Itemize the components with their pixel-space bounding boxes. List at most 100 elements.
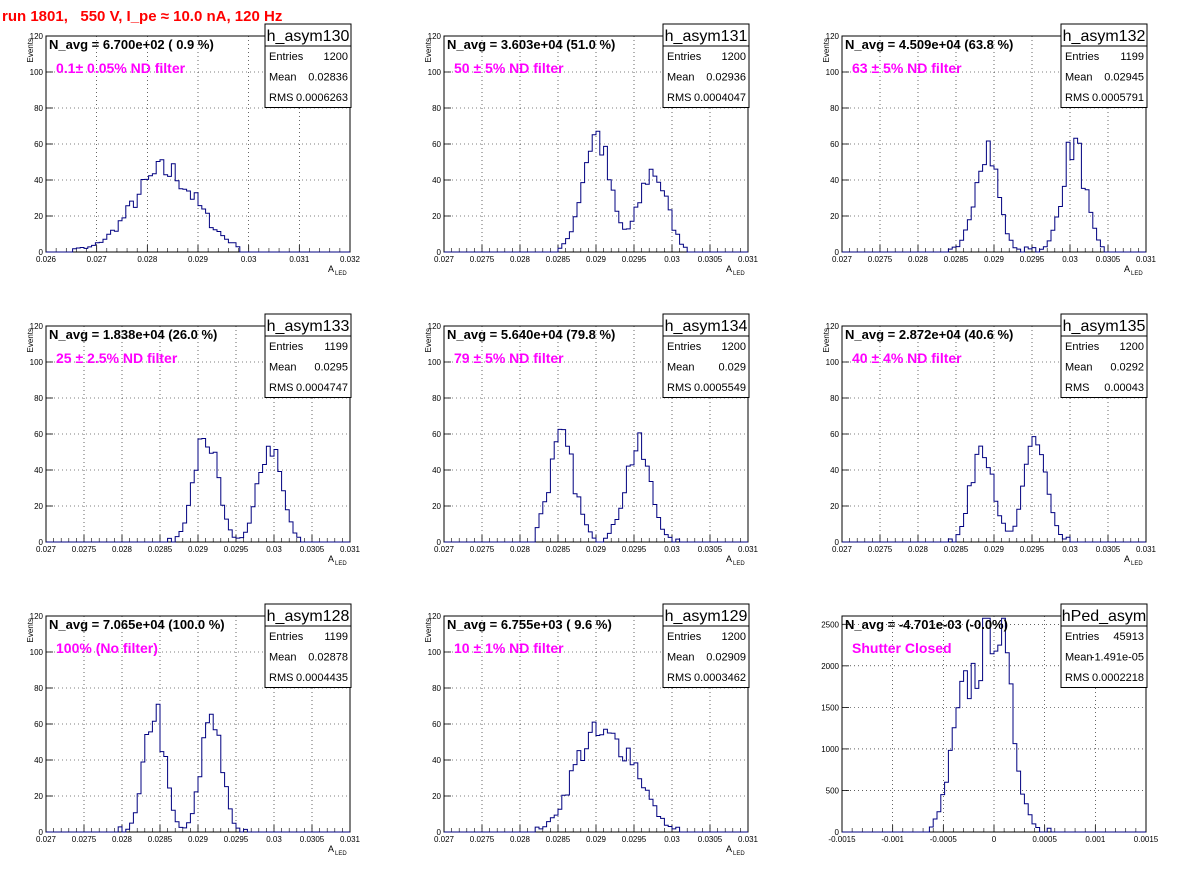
stats-key: Entries — [269, 631, 304, 643]
x-tick-label: 0.032 — [340, 255, 361, 264]
x-tick-label: 0.027 — [36, 835, 57, 844]
y-tick-label: 60 — [34, 430, 43, 439]
filter-annotation: 100% (No filter) — [56, 640, 158, 656]
stats-value: 0.029 — [718, 362, 746, 374]
histogram-name: hPed_asym — [1062, 608, 1147, 625]
histogram-panel: 0.027 0.0275 0.028 0.0285 0.029 0.0295 0.03 0.0… — [26, 313, 361, 567]
x-tick-label: 0.028 — [510, 545, 531, 554]
x-tick-label: 0.0305 — [1096, 255, 1121, 264]
y-tick-label: 120 — [826, 32, 840, 41]
y-tick-label: 0 — [835, 248, 840, 257]
n-avg-label: N_avg = 6.755e+03 ( 9.6 %) — [447, 617, 612, 632]
x-tick-label: 0.0275 — [868, 255, 893, 264]
y-tick-label: 0 — [437, 538, 442, 547]
stats-key: Mean — [269, 72, 297, 84]
stats-key: RMS — [667, 92, 691, 104]
stats-value: 1200 — [722, 341, 746, 353]
y-axis-title: Events — [822, 328, 831, 352]
x-tick-label: 0.03 — [266, 545, 282, 554]
y-axis-title: Events — [26, 618, 35, 642]
x-tick-label: 0.03 — [1062, 545, 1078, 554]
x-tick-label: 0.029 — [188, 255, 209, 264]
x-tick-label: 0.027 — [832, 255, 853, 264]
stats-value: 0.02878 — [308, 652, 348, 664]
y-tick-label: 120 — [428, 322, 442, 331]
histogram-panel: 0.027 0.0275 0.028 0.0285 0.029 0.0295 0.03 0.0… — [822, 313, 1157, 567]
y-tick-label: 100 — [428, 68, 442, 77]
filter-annotation: 10 ± 1% ND filter — [454, 640, 564, 656]
stats-key: Mean — [667, 362, 695, 374]
x-tick-label: 0.028 — [908, 255, 929, 264]
histogram-name: h_asym130 — [267, 28, 350, 45]
x-tick-label: 0.029 — [188, 545, 209, 554]
stats-key: Entries — [1065, 51, 1100, 63]
x-tick-label: 0.0285 — [546, 255, 571, 264]
x-tick-label: 0.0285 — [944, 545, 969, 554]
y-tick-label: 40 — [432, 756, 441, 765]
x-tick-label: 0.031 — [289, 255, 310, 264]
x-tick-label: 0.0295 — [1020, 545, 1045, 554]
x-tick-label: 0.0295 — [622, 545, 647, 554]
x-tick-label: 0.027 — [832, 545, 853, 554]
x-tick-label: 0.0275 — [72, 835, 97, 844]
x-axis-title: A — [328, 554, 334, 564]
x-tick-label: 0.03 — [1062, 255, 1078, 264]
x-tick-label: 0.027 — [36, 545, 57, 554]
y-tick-label: 20 — [34, 792, 43, 801]
stats-value: 0.0003462 — [694, 672, 746, 684]
x-tick-label: 0.029 — [984, 545, 1005, 554]
y-tick-label: 0 — [835, 828, 840, 837]
stats-key: Mean — [667, 652, 695, 664]
n-avg-label: N_avg = 3.603e+04 (51.0 %) — [447, 37, 615, 52]
y-tick-label: 120 — [30, 322, 44, 331]
histogram-line — [46, 438, 350, 543]
stats-key: RMS — [269, 92, 293, 104]
stats-value: 0.0005791 — [1092, 92, 1144, 104]
y-tick-label: 0 — [437, 248, 442, 257]
x-axis-title-subscript: LED — [733, 561, 745, 567]
x-tick-label: 0.03 — [266, 835, 282, 844]
x-tick-label: 0.031 — [1136, 255, 1157, 264]
x-tick-label: 0.0305 — [698, 835, 723, 844]
stats-box — [264, 23, 352, 108]
y-tick-label: 120 — [428, 32, 442, 41]
histogram-line — [842, 137, 1146, 253]
x-tick-label: 0.0295 — [622, 835, 647, 844]
x-tick-label: 0.001 — [1085, 835, 1106, 844]
stats-box — [662, 313, 750, 398]
histogram-name: h_asym128 — [267, 608, 350, 625]
stats-key: RMS — [1065, 92, 1089, 104]
x-tick-label: 0.03 — [664, 835, 680, 844]
x-tick-label: 0.031 — [340, 835, 361, 844]
stats-value: 1200 — [1120, 341, 1144, 353]
x-tick-label: 0.031 — [1136, 545, 1157, 554]
n-avg-label: N_avg = 7.065e+04 (100.0 %) — [49, 617, 225, 632]
x-tick-label: 0.029 — [586, 255, 607, 264]
y-tick-label: 20 — [432, 792, 441, 801]
n-avg-label: N_avg = -4.701e-03 (-0.0%) — [845, 617, 1008, 632]
stats-value: 0.02945 — [1104, 72, 1144, 84]
x-tick-label: 0.031 — [738, 545, 759, 554]
stats-key: Entries — [269, 51, 304, 63]
x-axis-title: A — [328, 264, 334, 274]
stats-box — [662, 23, 750, 108]
x-tick-label: 0.028 — [510, 835, 531, 844]
y-axis-title: Events — [424, 38, 433, 62]
stats-value: 1200 — [722, 51, 746, 63]
y-axis-title: Events — [26, 38, 35, 62]
x-axis-title: A — [1124, 554, 1130, 564]
histogram-line — [444, 130, 748, 253]
y-tick-label: 20 — [830, 502, 839, 511]
stats-box — [1060, 313, 1148, 398]
y-tick-label: 80 — [830, 394, 839, 403]
y-tick-label: 80 — [830, 104, 839, 113]
x-tick-label: 0.0285 — [944, 255, 969, 264]
x-tick-label: 0.0015 — [1134, 835, 1159, 844]
y-tick-label: 100 — [826, 68, 840, 77]
x-tick-label: 0.028 — [112, 835, 133, 844]
y-tick-label: 120 — [428, 612, 442, 621]
x-tick-label: 0.028 — [510, 255, 531, 264]
x-tick-label: 0.029 — [586, 545, 607, 554]
n-avg-label: N_avg = 2.872e+04 (40.6 %) — [845, 327, 1013, 342]
